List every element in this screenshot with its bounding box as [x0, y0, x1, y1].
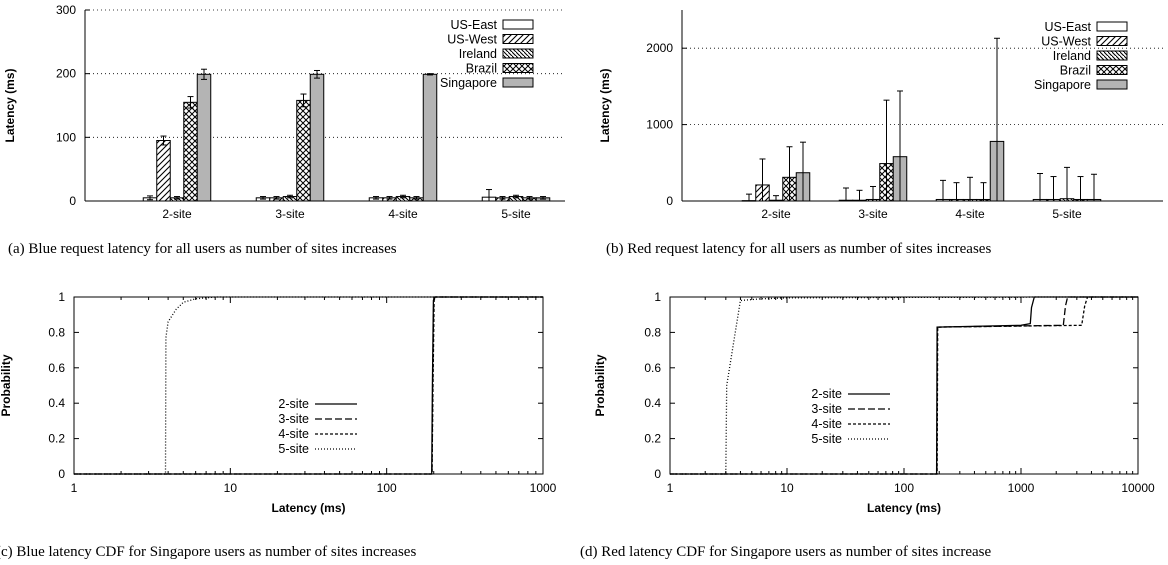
- y-tick-label: 0: [654, 467, 661, 481]
- series-line: [670, 296, 1138, 475]
- x-tick-label: 2-site: [162, 207, 192, 221]
- legend-swatch: [1096, 79, 1128, 90]
- legend-label: Ireland: [1053, 49, 1091, 63]
- y-tick-label: 0.4: [644, 396, 661, 410]
- x-axis-label: Latency (ms): [271, 501, 345, 515]
- legend-label: US-East: [450, 18, 497, 32]
- caption-d: (d) Red latency CDF for Singapore users …: [580, 544, 991, 560]
- legend-label: Singapore: [1034, 78, 1091, 92]
- legend-label: 4-site: [278, 427, 309, 441]
- legend-swatch: [1096, 36, 1128, 46]
- legend-label: US-East: [1044, 20, 1091, 34]
- caption-b: (b) Red request latency for all users as…: [606, 241, 991, 257]
- legend-swatch: [1096, 65, 1128, 75]
- y-axis-label: Latency (ms): [598, 68, 612, 142]
- legend-label: Ireland: [459, 47, 497, 61]
- y-tick-label: 300: [56, 3, 76, 17]
- legend-label: 2-site: [811, 387, 842, 401]
- legend-swatch: [502, 63, 534, 73]
- panel-d-red-cdf: (d) Red latency CDF for Singapore users …: [580, 290, 1155, 560]
- x-tick-label: 5-site: [501, 207, 531, 221]
- legend-label: 5-site: [811, 432, 842, 446]
- x-tick-label: 10: [224, 481, 238, 495]
- legend-label: Brazil: [466, 62, 497, 76]
- bar: [156, 140, 171, 202]
- x-tick-label: 10: [780, 481, 794, 495]
- bar: [296, 99, 311, 202]
- x-tick-label: 1: [667, 481, 674, 495]
- legend-swatch: [1096, 21, 1128, 32]
- panel-b-red-latency: (b) Red request latency for all users as…: [598, 10, 1163, 257]
- x-tick-label: 1000: [530, 481, 557, 495]
- legend-label: Singapore: [440, 76, 497, 90]
- y-tick-label: 0.8: [644, 325, 661, 339]
- series-line: [670, 296, 1138, 475]
- y-tick-label: 0.6: [644, 361, 661, 375]
- x-tick-label: 10000: [1121, 481, 1155, 495]
- y-tick-label: 0.8: [48, 325, 65, 339]
- y-tick-label: 0: [666, 194, 673, 208]
- bar: [183, 101, 198, 202]
- y-tick-label: 0.6: [48, 361, 65, 375]
- y-tick-label: 0.4: [48, 396, 65, 410]
- series-line: [74, 296, 543, 475]
- x-tick-label: 3-site: [275, 207, 305, 221]
- y-tick-label: 1000: [646, 118, 673, 132]
- legend-label: 3-site: [811, 402, 842, 416]
- x-tick-label: 4-site: [388, 207, 418, 221]
- y-tick-label: 0: [69, 194, 76, 208]
- x-tick-label: 3-site: [858, 207, 888, 221]
- legend-label: US-West: [1041, 35, 1091, 49]
- panel-c-blue-cdf: (c) Blue latency CDF for Singapore users…: [0, 290, 557, 560]
- panel-a-blue-latency: (a) Blue request latency for all users a…: [3, 3, 565, 257]
- legend-label: 2-site: [278, 397, 309, 411]
- series-line: [670, 296, 1138, 475]
- legend-swatch: [502, 19, 534, 30]
- y-tick-label: 1: [58, 290, 65, 304]
- y-tick-label: 1: [654, 290, 661, 304]
- x-tick-label: 1: [71, 481, 78, 495]
- x-tick-label: 5-site: [1052, 207, 1082, 221]
- y-tick-label: 0.2: [48, 432, 65, 446]
- legend-swatch: [1096, 50, 1128, 61]
- y-axis-label: Probability: [0, 354, 13, 416]
- caption-a: (a) Blue request latency for all users a…: [8, 241, 397, 257]
- bar: [422, 73, 438, 202]
- x-tick-label: 100: [377, 481, 397, 495]
- x-axis-label: Latency (ms): [867, 501, 941, 515]
- caption-c: (c) Blue latency CDF for Singapore users…: [0, 544, 416, 560]
- y-tick-label: 2000: [646, 41, 673, 55]
- y-axis-label: Probability: [593, 354, 607, 416]
- x-tick-label: 2-site: [761, 207, 791, 221]
- bar: [196, 73, 212, 202]
- y-axis-label: Latency (ms): [3, 68, 17, 142]
- legend-label: Brazil: [1060, 64, 1091, 78]
- plot-frame: [669, 296, 1139, 475]
- x-tick-label: 1000: [1008, 481, 1035, 495]
- legend-label: 3-site: [278, 412, 309, 426]
- bar: [309, 73, 325, 202]
- legend-swatch: [502, 77, 534, 88]
- y-tick-label: 0: [58, 467, 65, 481]
- legend-swatch: [502, 34, 534, 44]
- x-tick-label: 4-site: [955, 207, 985, 221]
- y-tick-label: 100: [56, 130, 76, 144]
- series-line: [670, 296, 1138, 475]
- y-tick-label: 200: [56, 67, 76, 81]
- legend-swatch: [502, 48, 534, 59]
- x-tick-label: 100: [894, 481, 914, 495]
- legend-label: 5-site: [278, 442, 309, 456]
- y-tick-label: 0.2: [644, 432, 661, 446]
- legend-label: 4-site: [811, 417, 842, 431]
- legend-label: US-West: [447, 33, 497, 47]
